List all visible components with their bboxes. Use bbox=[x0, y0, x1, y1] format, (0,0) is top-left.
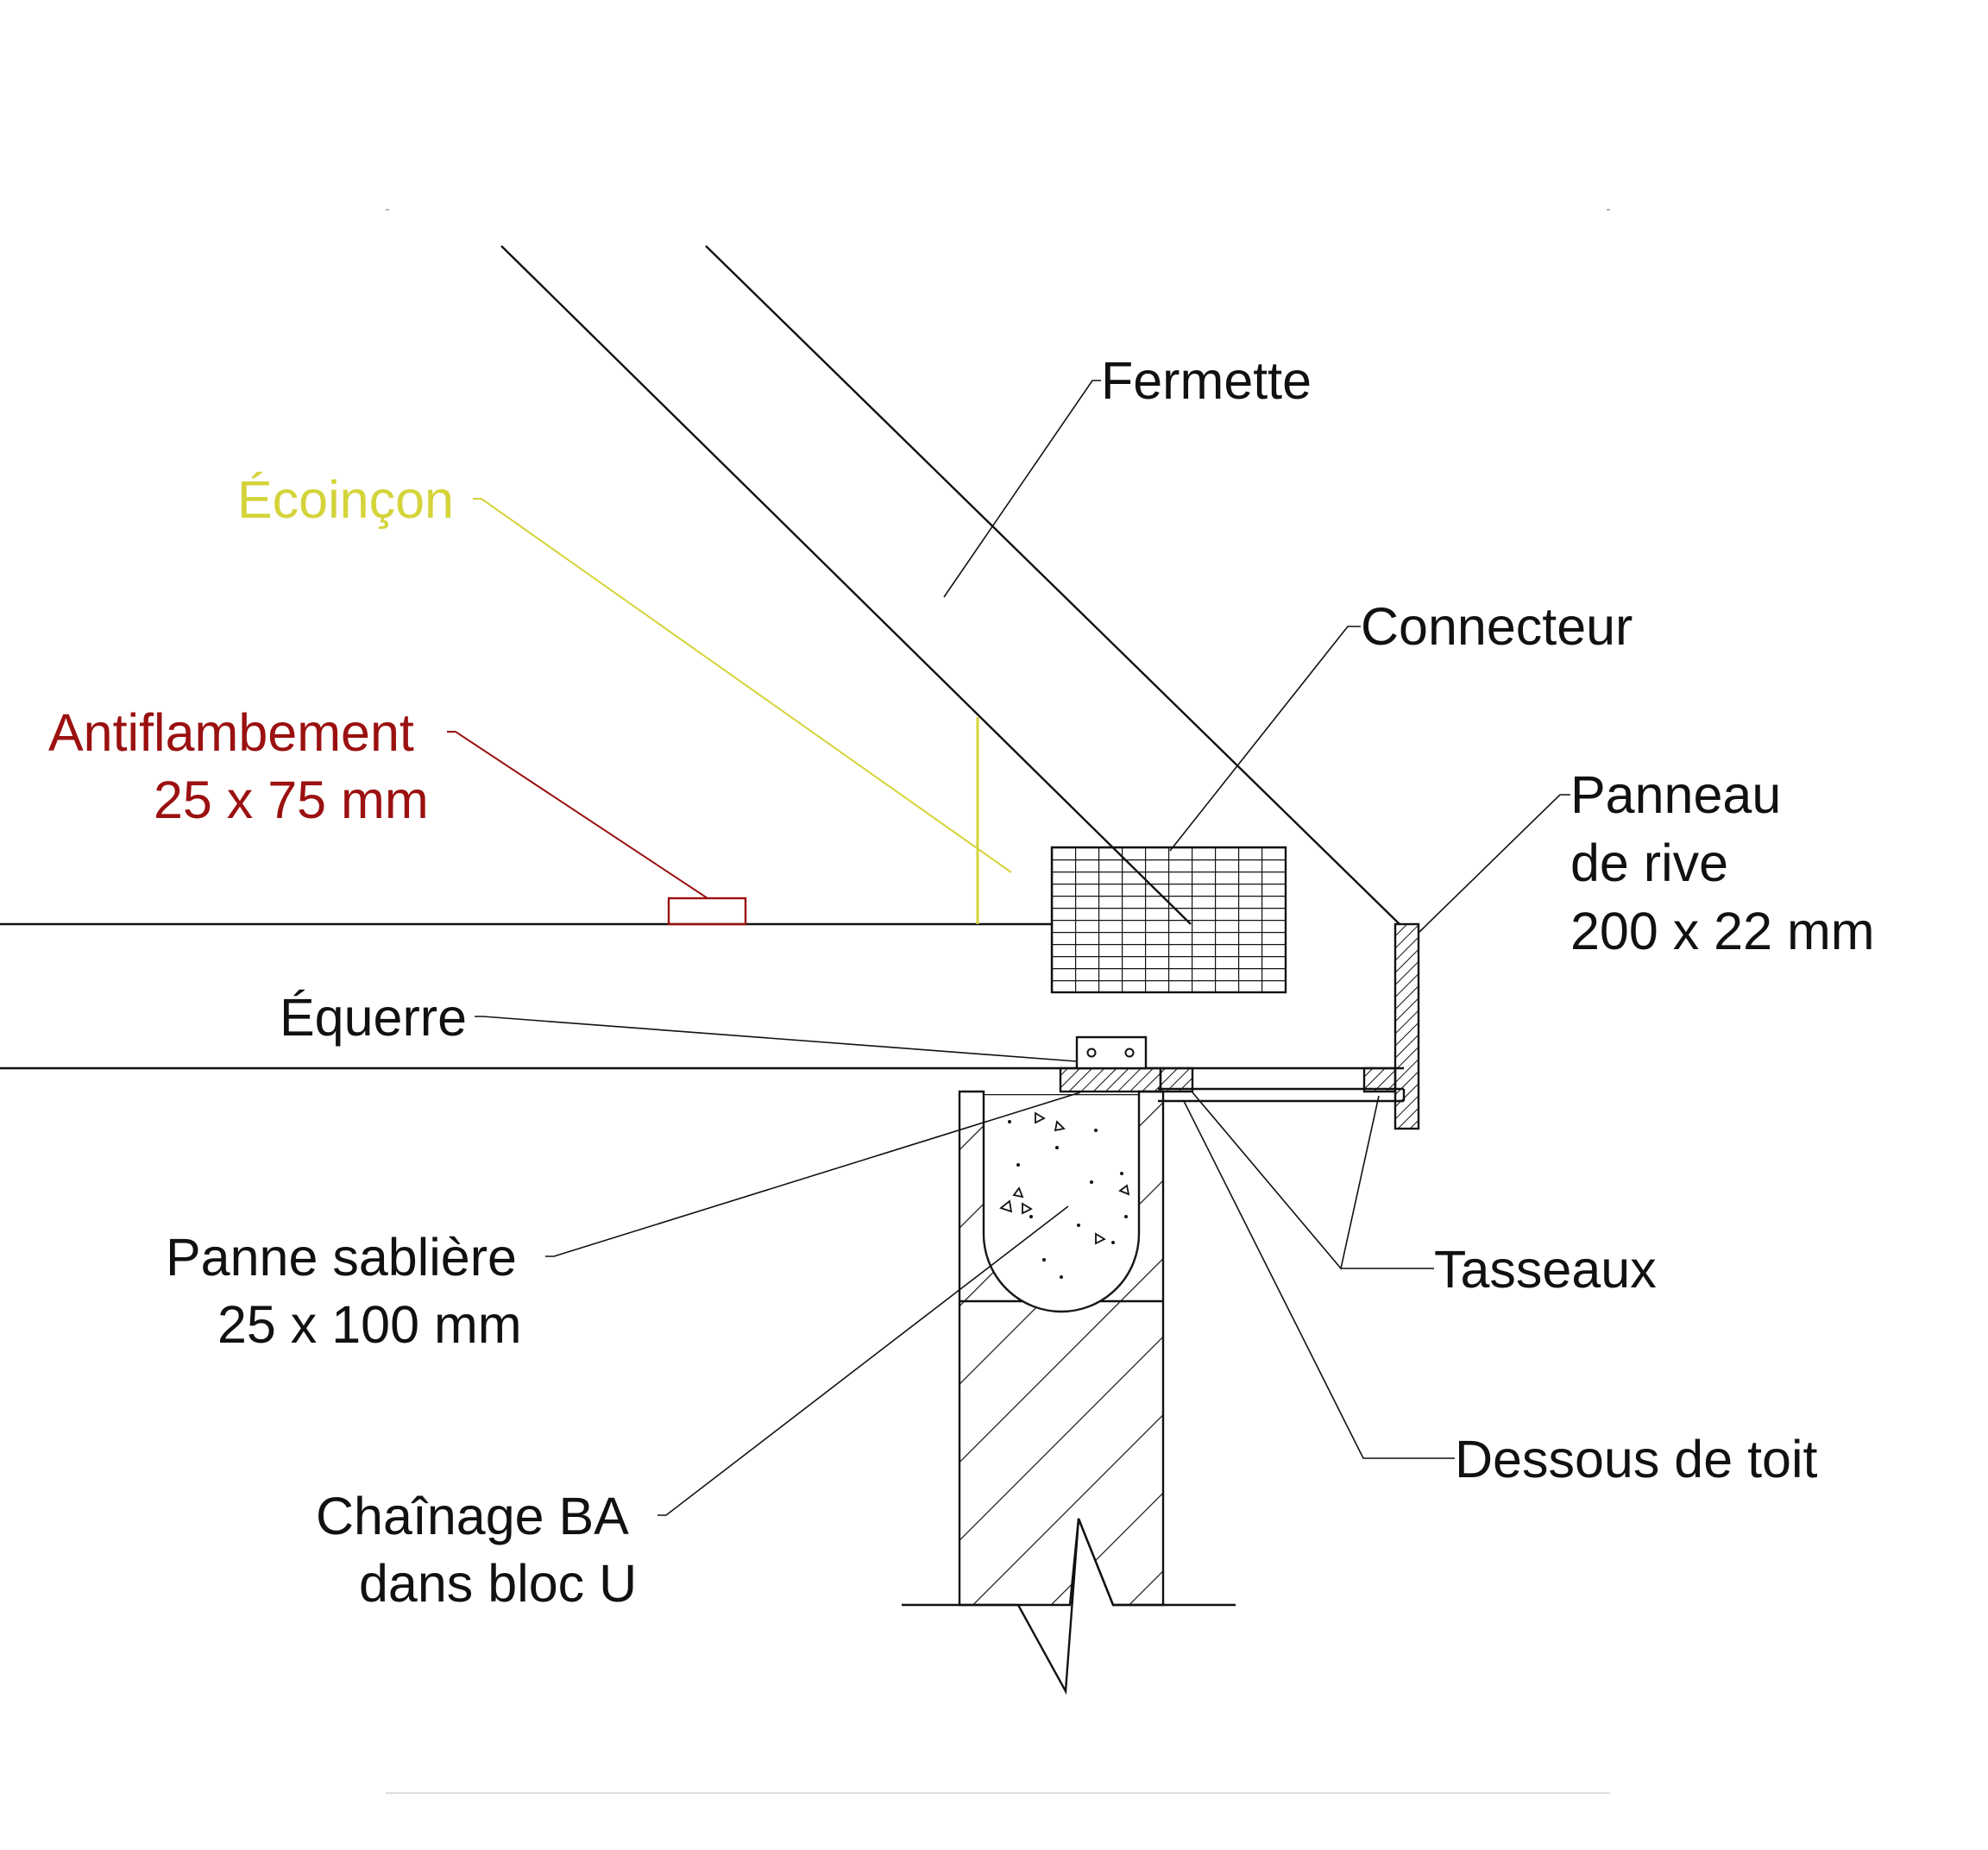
fascia-board bbox=[1393, 922, 1420, 1130]
label-dessous-de-toit: Dessous de toit bbox=[1455, 1430, 1817, 1488]
wall-plate bbox=[1059, 1067, 1162, 1093]
label-ecoincon: Écoinçon bbox=[237, 470, 454, 529]
label-panneau-size: 200 x 22 mm bbox=[1570, 902, 1875, 960]
label-panneau-de-rive: de rive bbox=[1570, 834, 1728, 892]
connector-plate bbox=[1050, 846, 1287, 994]
label-fermette: Fermette bbox=[1101, 351, 1312, 410]
label-antiflambement-size: 25 x 75 mm bbox=[154, 771, 429, 829]
label-connecteur: Connecteur bbox=[1361, 597, 1633, 656]
angle-bracket bbox=[1075, 1035, 1148, 1070]
label-panne-size: 25 x 100 mm bbox=[217, 1295, 522, 1354]
label-antiflambement: Antiflambement bbox=[48, 703, 414, 762]
tasseau-left bbox=[1159, 1067, 1194, 1093]
label-chainage: Chaînage BA bbox=[316, 1487, 629, 1545]
label-chainage-bloc-u: dans bloc U bbox=[359, 1554, 637, 1613]
label-panne-sabliere: Panne sablière bbox=[166, 1228, 517, 1287]
truss-rafters bbox=[500, 245, 1400, 925]
tasseau-right bbox=[1362, 1067, 1397, 1093]
leader-lines bbox=[447, 380, 1570, 1516]
label-equerre: Équerre bbox=[280, 988, 467, 1047]
concrete-fill bbox=[984, 1094, 1139, 1312]
frame-marks bbox=[386, 209, 1610, 1794]
label-panneau: Panneau bbox=[1570, 765, 1781, 824]
antiflambement-block bbox=[667, 897, 747, 926]
label-tasseaux: Tasseaux bbox=[1434, 1240, 1657, 1299]
